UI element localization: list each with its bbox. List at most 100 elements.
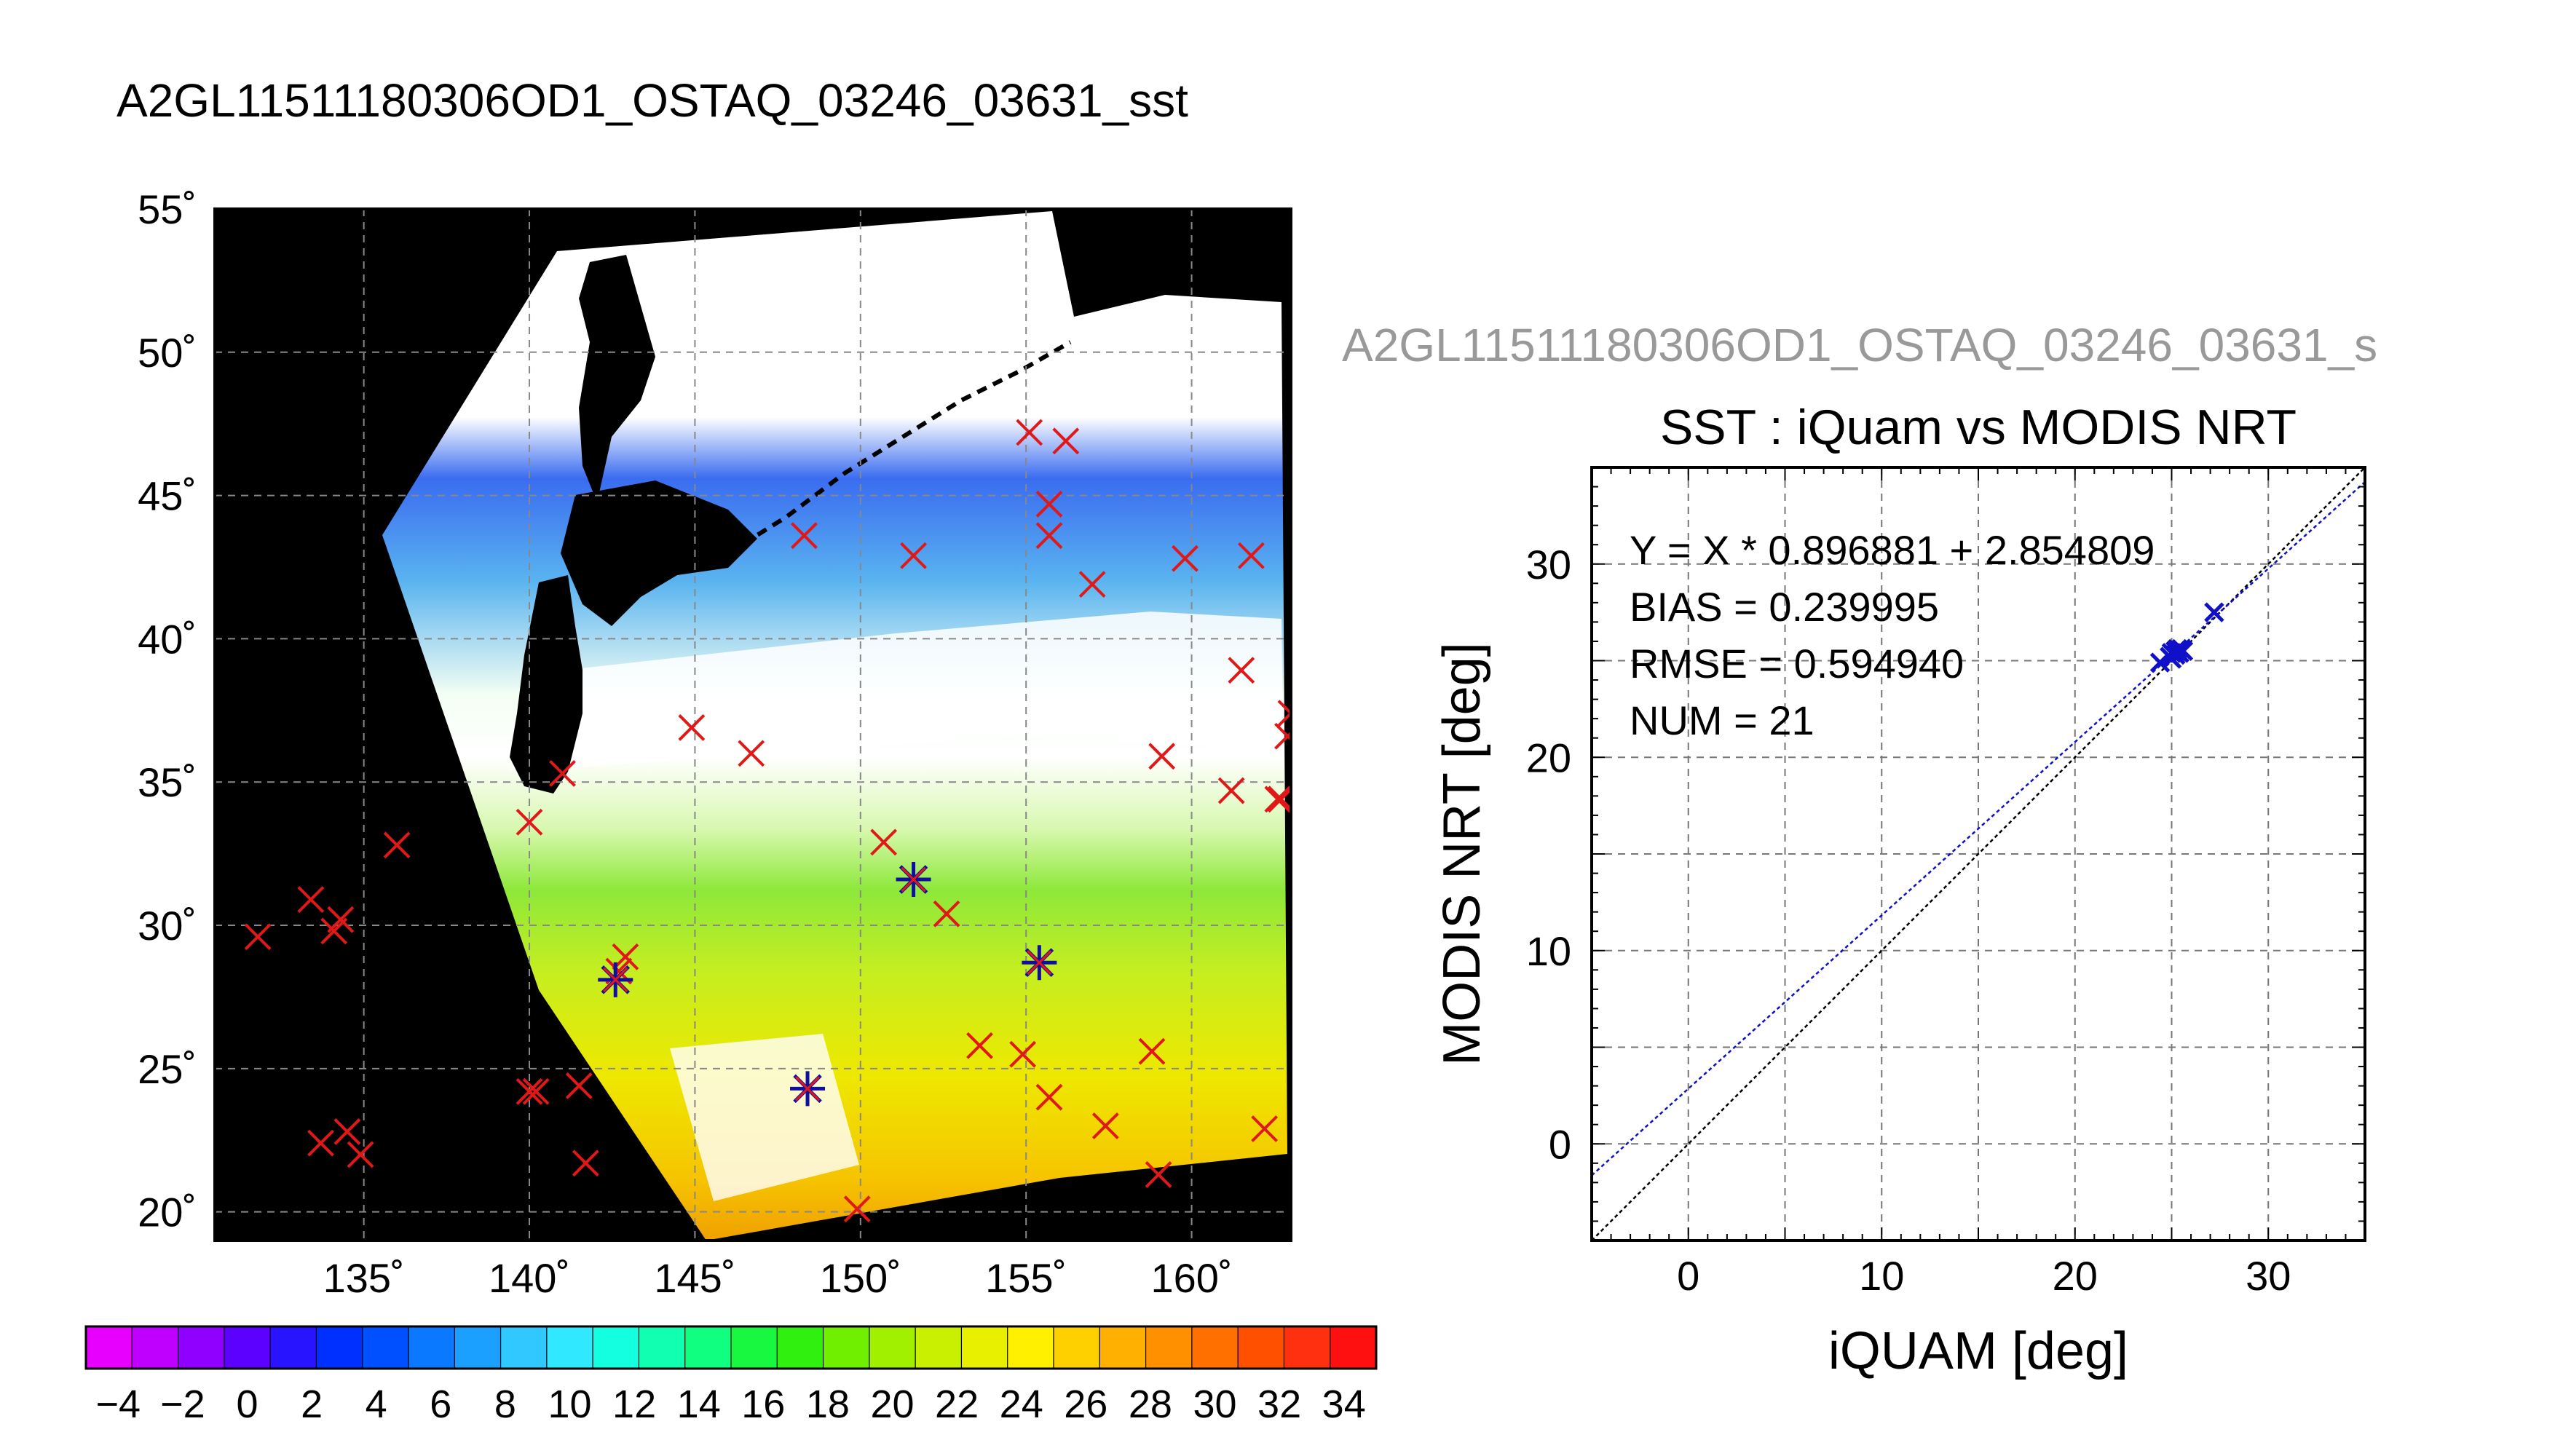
- buoy-marker-stroke: [549, 759, 576, 787]
- lat-tick-label: 50˚: [138, 330, 197, 376]
- buoy-marker-stroke: [1228, 657, 1255, 684]
- colorbar-tick-label: 2: [301, 1382, 323, 1426]
- colorbar-segment: [362, 1326, 409, 1369]
- colorbar-tick-label: 32: [1257, 1382, 1301, 1426]
- buoy-marker-stroke: [1148, 743, 1176, 770]
- colorbar-segment: [1238, 1326, 1284, 1369]
- scatter-points: [2149, 602, 2224, 673]
- identity-line: [1592, 467, 2365, 1241]
- buoy-marker: [565, 1072, 593, 1099]
- buoy-marker-stroke: [843, 1195, 871, 1223]
- buoy-marker-stroke: [791, 522, 818, 550]
- buoy-marker-stroke: [297, 886, 325, 914]
- buoy-marker-stroke: [522, 1077, 550, 1105]
- colorbar-segment: [961, 1326, 1008, 1369]
- buoy-marker-stroke: [383, 831, 411, 859]
- buoy-marker: [1035, 1083, 1063, 1111]
- colorbar-segment: [639, 1326, 686, 1369]
- buoy-marker: [843, 1195, 871, 1223]
- colorbar-tick-label: 14: [677, 1382, 721, 1426]
- buoy-marker-stroke: [870, 828, 898, 856]
- lat-tick-label: 45˚: [138, 473, 197, 519]
- colorbar-segment: [86, 1326, 133, 1369]
- buoy-marker-stroke: [1009, 1040, 1037, 1068]
- colorbar-segment: [454, 1326, 502, 1369]
- x-axis-label: iQUAM [deg]: [1828, 1322, 2128, 1380]
- colorbar-segment: [823, 1326, 870, 1369]
- buoy-marker: [1009, 1040, 1037, 1068]
- buoy-marker: [1267, 786, 1291, 813]
- data-point-stroke: [2204, 602, 2224, 622]
- buoy-marker: [572, 1150, 599, 1177]
- sst-map: [215, 209, 1291, 1241]
- colorbar-tick-label: 16: [741, 1382, 785, 1426]
- x-tick-label: 0: [1677, 1253, 1699, 1299]
- buoy-marker: [1145, 1161, 1172, 1188]
- buoy-marker: [1238, 542, 1265, 569]
- colorbar-segment: [1099, 1326, 1147, 1369]
- buoy-marker: [1091, 1112, 1119, 1139]
- colorbar-segment: [777, 1326, 824, 1369]
- buoy-marker-stroke: [1035, 1083, 1063, 1111]
- buoy-marker: [1148, 743, 1176, 770]
- buoy-marker: [549, 759, 576, 787]
- buoy-marker: [1035, 522, 1063, 550]
- scatter-file-title: A2GL11511180306OD1_OSTAQ_03246_03631_s: [1342, 319, 2377, 371]
- map-frame: [213, 207, 1292, 1242]
- buoy-marker-stroke: [333, 1118, 361, 1145]
- x-tick-label: 10: [1859, 1253, 1904, 1299]
- buoy-marker-stroke: [1251, 1115, 1279, 1142]
- lon-tick-label: 155˚: [985, 1255, 1067, 1301]
- colorbar-segment: [593, 1326, 639, 1369]
- colorbar-tick-labels: −4 −2 0 2 4 6 8 10 12 14 16 18 20 22 24 26 28 30 32 34: [96, 1382, 1366, 1426]
- buoy-marker-stroke: [1238, 542, 1265, 569]
- colorbar-segment: [270, 1326, 317, 1369]
- matched-marker-stroke: [794, 1076, 821, 1101]
- colorbar-segment: [408, 1326, 455, 1369]
- lat-tick-label: 25˚: [138, 1046, 197, 1092]
- buoy-marker-stroke: [1277, 711, 1291, 727]
- y-tick-label: 10: [1526, 928, 1571, 974]
- buoy-marker-stroke: [347, 1141, 374, 1168]
- colorbar-segment: [316, 1326, 363, 1369]
- matched-marker-stroke: [1027, 950, 1052, 976]
- scatter-lines: [1592, 467, 2365, 1241]
- colorbar-segment: [869, 1326, 916, 1369]
- matched-marker: [896, 862, 931, 898]
- data-point-stroke: [2161, 649, 2182, 669]
- land-sakhalin: [579, 255, 655, 502]
- buoy-marker-stroke: [1016, 419, 1043, 446]
- colorbar-tick-label: 4: [366, 1382, 387, 1426]
- buoy-marker-stroke: [1264, 786, 1291, 813]
- buoy-marker: [327, 906, 355, 933]
- colorbar-segment: [731, 1326, 778, 1369]
- x-tick-label: 30: [2246, 1253, 2291, 1299]
- buoy-marker: [333, 1118, 361, 1145]
- colorbar-tick-label: 6: [430, 1382, 451, 1426]
- lon-tick-label: 140˚: [489, 1255, 570, 1301]
- stat-rmse: RMSE = 0.594940: [1630, 641, 1964, 687]
- buoy-marker-stroke: [1267, 787, 1291, 813]
- buoy-marker-stroke: [1172, 545, 1198, 572]
- buoy-marker: [1274, 722, 1291, 750]
- buoy-marker: [297, 886, 325, 914]
- buoy-marker-stroke: [516, 1077, 543, 1105]
- longitude-tick-labels: 135˚ 140˚ 145˚ 150˚ 155˚ 160˚: [323, 1255, 1233, 1301]
- buoy-marker: [1251, 1115, 1279, 1142]
- land-kurils: [727, 340, 1072, 555]
- buoy-marker: [1277, 700, 1291, 727]
- buoy-marker: [516, 808, 543, 836]
- lat-tick-label: 30˚: [138, 903, 197, 949]
- buoy-marker: [966, 1032, 993, 1059]
- buoy-marker: [1264, 786, 1291, 813]
- buoy-marker-stroke: [738, 740, 765, 767]
- colorbar-frame: [84, 1325, 1378, 1370]
- y-tick-label: 20: [1526, 735, 1571, 780]
- buoy-marker: [1016, 419, 1043, 446]
- colorbar-segment: [132, 1326, 179, 1369]
- buoy-marker: [244, 923, 272, 951]
- lat-tick-label: 55˚: [138, 186, 197, 232]
- buoy-marker: [1172, 545, 1198, 572]
- buoy-marker-stroke: [516, 808, 543, 836]
- buoy-marker: [870, 828, 898, 856]
